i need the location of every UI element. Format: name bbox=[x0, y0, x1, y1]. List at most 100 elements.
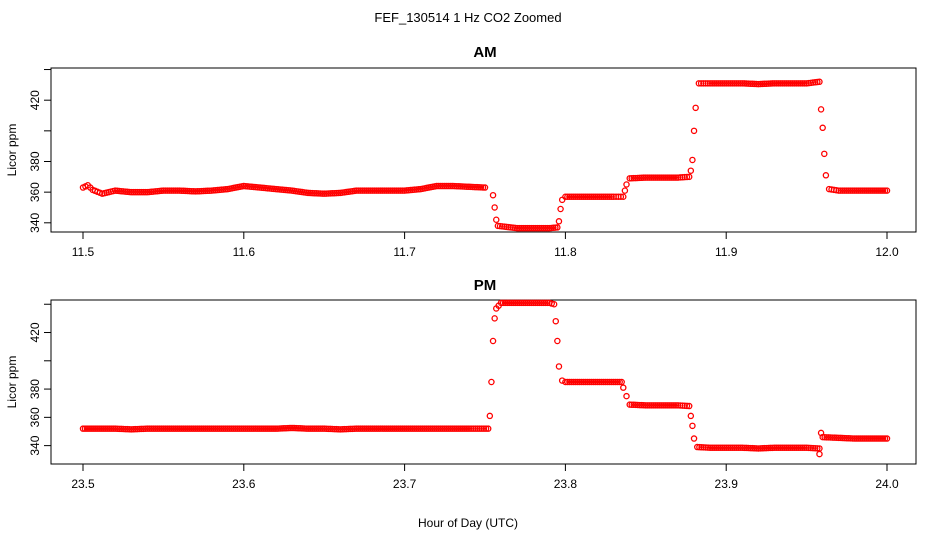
data-point bbox=[463, 425, 471, 432]
x-tick-label: 11.7 bbox=[393, 245, 416, 259]
data-point bbox=[822, 172, 830, 179]
data-point bbox=[608, 193, 615, 200]
data-point bbox=[373, 425, 380, 432]
data-point bbox=[166, 187, 173, 194]
data-point bbox=[728, 80, 736, 87]
data-point bbox=[656, 174, 664, 181]
data-point bbox=[491, 204, 498, 211]
data-point bbox=[879, 187, 887, 194]
data-point bbox=[314, 425, 322, 432]
data-point bbox=[140, 188, 147, 196]
data-point bbox=[588, 193, 595, 200]
data-point bbox=[604, 193, 611, 200]
data-point bbox=[383, 187, 390, 194]
data-point bbox=[695, 80, 703, 87]
data-point bbox=[357, 425, 364, 432]
data-point bbox=[359, 425, 366, 432]
data-point bbox=[534, 299, 541, 307]
data-point bbox=[482, 425, 490, 432]
data-point bbox=[550, 300, 558, 308]
data-point bbox=[839, 187, 847, 194]
data-point bbox=[679, 402, 686, 409]
data-point bbox=[519, 299, 527, 307]
panel-am-y-axis: 340 360 380 420 bbox=[28, 69, 51, 233]
data-point bbox=[570, 193, 577, 200]
data-point bbox=[472, 425, 479, 432]
data-point bbox=[674, 174, 682, 181]
data-point bbox=[610, 378, 617, 386]
data-point bbox=[353, 187, 360, 194]
data-point bbox=[833, 186, 840, 194]
data-point bbox=[816, 78, 823, 86]
data-point bbox=[174, 187, 181, 194]
data-point bbox=[489, 337, 497, 345]
data-point bbox=[481, 184, 489, 191]
data-point bbox=[660, 402, 668, 409]
data-point bbox=[666, 174, 674, 181]
data-point bbox=[789, 444, 796, 451]
data-point bbox=[393, 425, 400, 432]
data-point bbox=[377, 425, 384, 432]
data-point bbox=[318, 425, 326, 432]
data-point bbox=[413, 425, 420, 432]
data-point bbox=[694, 443, 701, 451]
data-point bbox=[714, 80, 722, 87]
data-point bbox=[312, 425, 320, 432]
data-point bbox=[521, 224, 529, 232]
data-point bbox=[391, 425, 398, 432]
data-point bbox=[505, 299, 513, 307]
data-point bbox=[621, 187, 629, 194]
data-point bbox=[391, 187, 398, 194]
data-point bbox=[841, 187, 849, 194]
data-point bbox=[538, 224, 545, 232]
x-tick-label: 11.8 bbox=[554, 245, 577, 259]
data-point bbox=[250, 425, 258, 432]
data-point bbox=[568, 193, 575, 200]
data-point bbox=[789, 80, 796, 87]
data-point bbox=[409, 425, 416, 432]
data-point bbox=[654, 402, 662, 409]
data-point bbox=[419, 425, 426, 432]
data-point bbox=[714, 444, 722, 451]
data-point bbox=[373, 187, 380, 194]
data-point bbox=[777, 444, 784, 451]
data-point bbox=[172, 187, 179, 194]
data-point bbox=[381, 425, 388, 432]
data-point bbox=[574, 378, 581, 386]
data-point bbox=[375, 187, 382, 194]
data-point bbox=[190, 425, 197, 432]
panel-am-title: AM bbox=[473, 44, 496, 61]
data-point bbox=[87, 425, 95, 432]
data-point bbox=[817, 106, 825, 113]
data-point bbox=[513, 224, 521, 232]
x-tick-label: 23.6 bbox=[232, 477, 256, 491]
data-point bbox=[97, 425, 105, 432]
data-point bbox=[816, 450, 823, 458]
data-point bbox=[525, 224, 533, 232]
data-point bbox=[648, 402, 656, 409]
data-point bbox=[580, 193, 587, 200]
data-point bbox=[158, 425, 165, 432]
data-point bbox=[865, 435, 873, 442]
data-point bbox=[310, 425, 318, 432]
data-point bbox=[174, 425, 181, 432]
data-point bbox=[737, 444, 744, 451]
data-point bbox=[363, 425, 370, 432]
panel-pm-ylabel: Licor ppm bbox=[5, 356, 19, 409]
panel-pm-points bbox=[79, 299, 891, 458]
data-point bbox=[507, 299, 515, 307]
data-point bbox=[393, 187, 400, 194]
data-point bbox=[371, 425, 378, 432]
data-point bbox=[578, 193, 585, 200]
data-point bbox=[467, 425, 475, 432]
data-point bbox=[574, 193, 581, 200]
panel-pm: PM Licor ppm 23.5 23.6 23.7 23.8 23.9 24.0 34… bbox=[5, 277, 917, 491]
data-point bbox=[99, 425, 107, 432]
data-point bbox=[851, 435, 859, 442]
data-point bbox=[383, 425, 390, 432]
data-point bbox=[576, 193, 583, 200]
data-point bbox=[871, 187, 879, 194]
data-point bbox=[646, 174, 654, 181]
data-point bbox=[176, 425, 183, 432]
data-point bbox=[672, 174, 680, 181]
